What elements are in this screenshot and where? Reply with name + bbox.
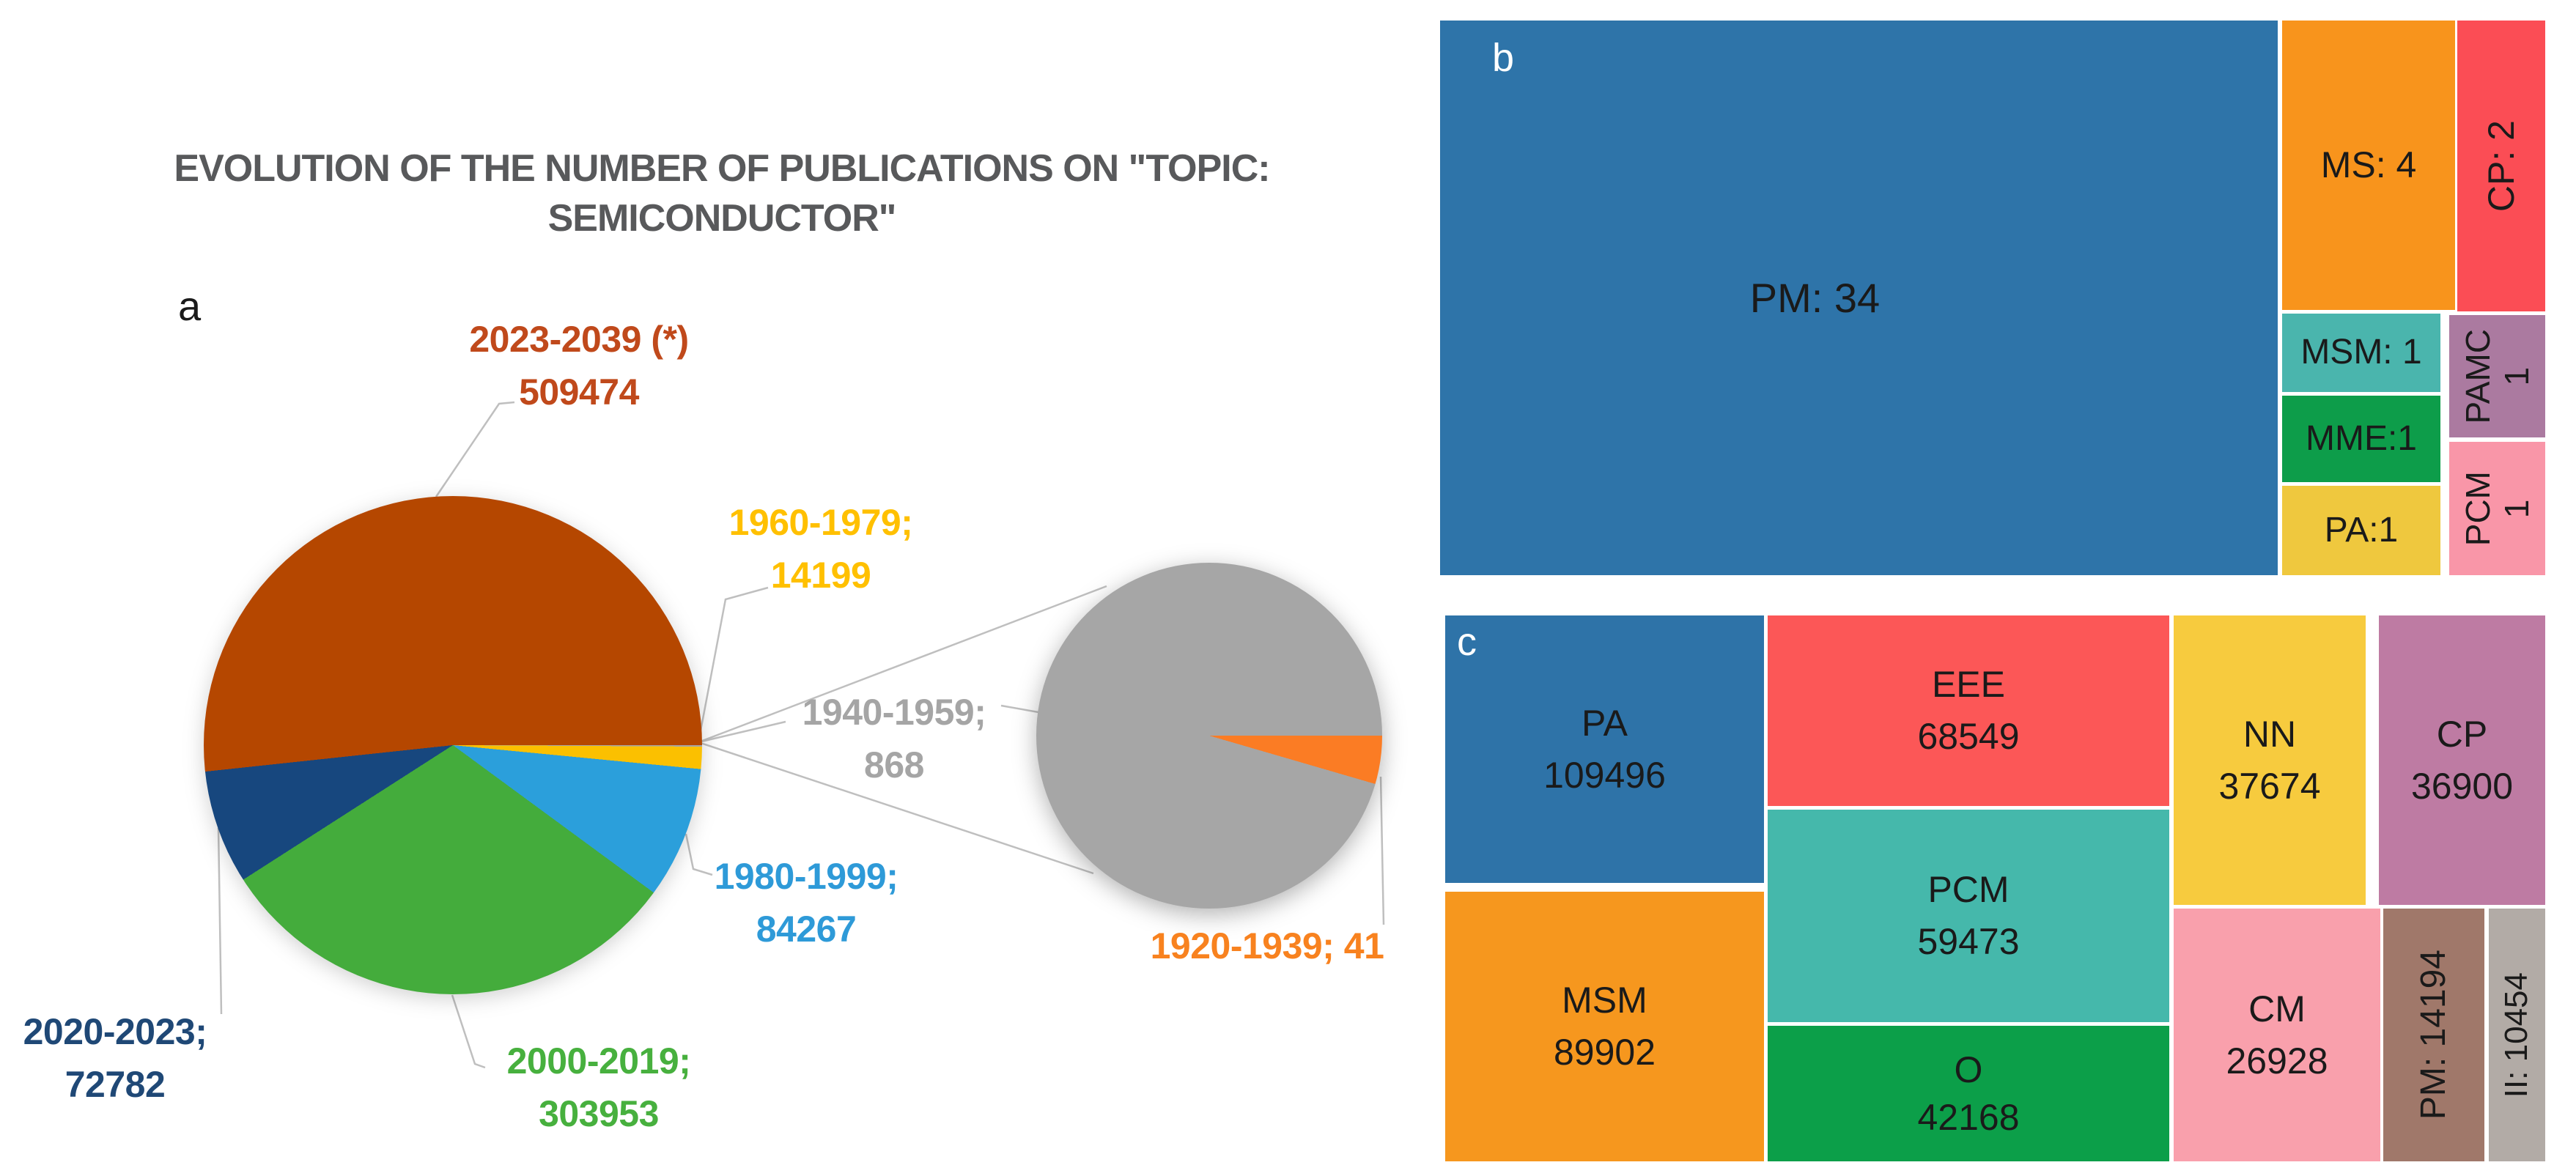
treemap-c-label-msm-value: 89902 <box>1553 1032 1656 1073</box>
treemap-b-label-pamc-code: PAMC <box>2458 328 2497 424</box>
treemap-c-label-pm: PM: 14194 <box>2413 950 2453 1120</box>
treemap-c-label-pa-code: PA <box>1581 702 1628 744</box>
treemap-b-block-cp: CP: 2 <box>2457 21 2545 311</box>
leader-1920-1939 <box>1379 776 1385 925</box>
treemap-b-label-mme: MME:1 <box>2305 418 2417 458</box>
treemap-c-label-cp-value: 36900 <box>2410 765 2514 807</box>
treemap-b-label-pcm-value: 1 <box>2497 499 2536 518</box>
treemap-c-block-cp: CP 36900 <box>2379 615 2545 905</box>
treemap-b-label-msm: MSM: 1 <box>2300 333 2422 372</box>
treemap-c-block-cm: CM 26928 <box>2174 909 2380 1161</box>
treemap-c-block-o: O 42168 <box>1768 1026 2169 1161</box>
treemap-c-label-pcm-value: 59473 <box>1917 921 2020 962</box>
inset-pie-chart <box>1036 563 1382 909</box>
treemap-c-block-ii: II: 10454 <box>2489 909 2545 1161</box>
treemap-c-label-eee-value: 68549 <box>1917 716 2020 757</box>
chart-title: EVOLUTION OF THE NUMBER OF PUBLICATIONS … <box>174 144 1270 243</box>
treemap-b-block-pa: PA:1 <box>2282 486 2440 575</box>
pie-label-1920-1939: 1920-1939; 41 <box>1151 920 1384 972</box>
treemap-b-block-pm: PM: 34 <box>1440 21 2278 575</box>
treemap-b-label-ms: MS: 4 <box>2320 144 2417 185</box>
leader-1980-1999 <box>684 833 713 876</box>
treemap-b-block-ms: MS: 4 <box>2282 21 2455 310</box>
treemap-c-label-cm: CM 26928 <box>2226 983 2328 1087</box>
pie-label-2020-2023-period: 2020-2023; <box>23 1011 207 1052</box>
treemap-c-block-pa: PA 109496 <box>1445 615 1764 883</box>
treemap-b-label-pm: PM: 34 <box>1749 274 1881 321</box>
treemap-b-label-pcm: PCM 1 <box>2459 471 2536 546</box>
treemap-c-label-msm: MSM 89902 <box>1554 975 1656 1079</box>
leader-1960-1979 <box>697 586 769 743</box>
treemap-c-label-pcm: PCM 59473 <box>1917 864 2019 968</box>
treemap-b-label-cp: CP: 2 <box>2480 119 2522 212</box>
treemap-c-label-pa: PA 109496 <box>1543 698 1666 802</box>
pie-label-2023-2039-value: 509474 <box>519 371 639 413</box>
treemap-c-block-nn: NN 37674 <box>2174 615 2366 905</box>
pie-label-2020-2023-value: 72782 <box>64 1064 166 1105</box>
pie-label-2000-2019-period: 2000-2019; <box>506 1040 691 1081</box>
treemap-c-label-nn-code: NN <box>2243 713 2297 755</box>
treemap-c-label-cm-value: 26928 <box>2226 1040 2328 1081</box>
treemap-c-label-cp-code: CP <box>2436 713 2488 755</box>
treemap-c-label-ii: II: 10454 <box>2498 972 2535 1098</box>
treemap-c-block-pm: PM: 14194 <box>2383 909 2484 1161</box>
treemap-c-label-cm-code: CM <box>2248 988 2306 1029</box>
treemap-c-label-cp: CP 36900 <box>2411 709 2513 813</box>
treemap-b-label-pa: PA:1 <box>2324 510 2399 550</box>
pie-label-1960-1979-value: 14199 <box>770 555 871 596</box>
treemap-b-block-pcm: PCM 1 <box>2449 442 2545 575</box>
pie-label-1920-1939-text: 1920-1939; 41 <box>1150 925 1384 966</box>
leader-1940-1959 <box>698 720 786 744</box>
pie-label-2020-2023: 2020-2023; 72782 <box>23 1005 207 1111</box>
pie-label-2000-2019-value: 303953 <box>539 1093 659 1134</box>
treemap-b-label-pamc-value: 1 <box>2497 366 2536 386</box>
pie-label-2023-2039: 2023-2039 (*) 509474 <box>469 313 689 418</box>
pie-label-1960-1979-period: 1960-1979; <box>728 502 913 543</box>
treemap-c-label-o: O 42168 <box>1917 1046 2019 1142</box>
treemap-c-label-nn: NN 37674 <box>2218 709 2320 813</box>
treemap-c-label-nn-value: 37674 <box>2218 765 2321 807</box>
treemap-c-label-o-code: O <box>1954 1049 1983 1090</box>
treemap-b-block-pamc: PAMC 1 <box>2449 315 2545 437</box>
treemap-c-label-eee-code: EEE <box>1931 664 2006 705</box>
pie-label-1980-1999-value: 84267 <box>756 909 857 950</box>
treemap-c-label-pa-value: 109496 <box>1543 754 1666 796</box>
pie-label-1940-1959-value: 868 <box>864 744 924 785</box>
chart-title-line2: SEMICONDUCTOR" <box>547 197 897 240</box>
treemap-c-label-msm-code: MSM <box>1562 980 1647 1021</box>
leader-2000-2019 <box>451 994 486 1069</box>
treemap-c-label-o-value: 42168 <box>1917 1096 2020 1138</box>
pie-label-2023-2039-period: 2023-2039 (*) <box>469 319 689 360</box>
pie-label-1980-1999: 1980-1999; 84267 <box>715 850 898 955</box>
pie-label-1980-1999-period: 1980-1999; <box>714 856 898 897</box>
treemap-c-label-pcm-code: PCM <box>1927 869 2009 910</box>
pie-label-1960-1979: 1960-1979; 14199 <box>729 496 913 602</box>
treemap-b-block-mme: MME:1 <box>2282 396 2440 482</box>
treemap-b-block-msm: MSM: 1 <box>2282 314 2440 392</box>
treemap-c-block-pcm: PCM 59473 <box>1768 810 2169 1022</box>
leader-2020-2023 <box>217 827 223 1015</box>
treemap-c-block-msm: MSM 89902 <box>1445 892 1764 1161</box>
pie-label-1940-1959-period: 1940-1959; <box>802 692 986 733</box>
main-pie-chart <box>204 496 702 994</box>
treemap-b-label-pamc: PAMC 1 <box>2459 329 2536 424</box>
chart-title-line1: EVOLUTION OF THE NUMBER OF PUBLICATIONS … <box>174 147 1270 190</box>
treemap-b-label-pcm-code: PCM <box>2458 470 2497 547</box>
leader-1940-1959-hook <box>1000 704 1039 714</box>
treemap-c-block-eee: EEE 68549 <box>1768 615 2169 806</box>
panel-c-letter: c <box>1457 620 1477 664</box>
pie-label-1940-1959: 1940-1959; 868 <box>802 686 986 791</box>
panel-b-letter: b <box>1492 36 1515 80</box>
treemap-c-label-eee: EEE 68549 <box>1917 659 2019 763</box>
pie-label-2000-2019: 2000-2019; 303953 <box>507 1035 691 1140</box>
panel-a-letter: a <box>178 283 202 329</box>
